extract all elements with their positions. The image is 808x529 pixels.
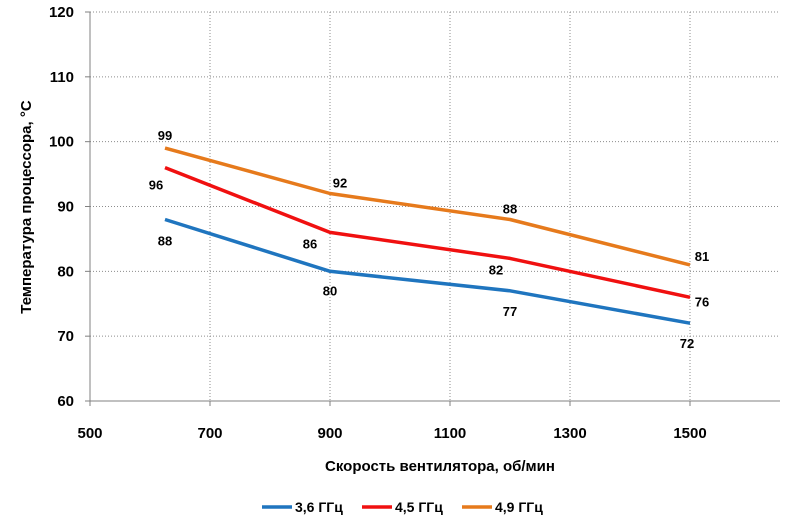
data-label: 86	[303, 236, 317, 251]
data-label: 99	[158, 128, 172, 143]
x-tick-label: 1100	[434, 425, 467, 442]
series-lines	[164, 146, 691, 325]
x-tick-label: 700	[197, 425, 222, 442]
data-label: 72	[680, 336, 694, 351]
y-tick-label: 100	[49, 134, 74, 151]
legend-label: 3,6 ГГц	[295, 499, 343, 515]
y-tick-label: 80	[57, 263, 74, 280]
data-label: 96	[149, 178, 163, 193]
data-label: 80	[323, 283, 337, 298]
series-line	[164, 146, 691, 267]
data-label: 88	[158, 233, 172, 248]
y-tick-label: 120	[49, 4, 74, 21]
x-axis-title: Скорость вентилятора, об/мин	[325, 458, 555, 475]
x-tick-label: 500	[77, 425, 102, 442]
legend-label: 4,9 ГГц	[495, 499, 543, 515]
x-tick-label: 1500	[673, 425, 706, 442]
y-axis-title: Температура процессора, °C	[18, 100, 35, 314]
data-labels: 88 80 77 72 96 86 82 76 99 92 88 81	[149, 128, 709, 351]
y-tick-label: 60	[57, 393, 74, 410]
legend-label: 4,5 ГГц	[395, 499, 443, 515]
data-label: 82	[489, 262, 503, 277]
x-tick-label: 900	[317, 425, 342, 442]
data-label: 76	[695, 294, 709, 309]
data-label: 81	[695, 249, 709, 264]
legend: 3,6 ГГц 4,5 ГГц 4,9 ГГц	[262, 499, 543, 515]
y-tick-label: 110	[50, 69, 74, 86]
data-label: 77	[503, 304, 517, 319]
series-line	[164, 165, 691, 300]
data-label: 92	[333, 176, 347, 191]
axes	[85, 11, 780, 406]
grid	[90, 11, 780, 401]
x-tick-label: 1300	[553, 425, 586, 442]
y-tick-label: 70	[57, 328, 74, 345]
tick-labels: 500 700 900 1100 1300 1500 60 70 80 90 100 110 120	[49, 4, 707, 442]
y-tick-label: 90	[57, 199, 74, 216]
series-line	[164, 217, 691, 325]
data-label: 88	[503, 201, 517, 216]
